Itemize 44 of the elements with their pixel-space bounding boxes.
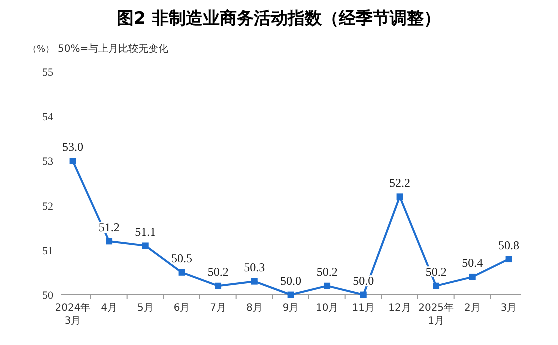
data-label: 50.4 [462, 256, 484, 270]
x-tick-label: 6月 [174, 303, 190, 314]
x-tick-label: 8月 [246, 303, 263, 314]
y-axis-title: （%） [28, 45, 55, 55]
x-tick-label: 2024年 3月 [55, 302, 91, 327]
x-tick-label: 7月 [210, 303, 227, 314]
y-tick-label: 51 [42, 245, 54, 258]
point [433, 282, 440, 290]
data-label: 50.8 [498, 238, 520, 252]
y-tick-label: 52 [42, 200, 54, 213]
point [251, 278, 258, 285]
point [396, 194, 404, 200]
data-label: 50.3 [244, 260, 266, 275]
chart-title: 图2 非制造业商务活动指数（经季节调整） [117, 9, 441, 29]
point [178, 270, 186, 276]
point [106, 238, 113, 245]
point [360, 292, 367, 298]
x-tick-label: 12月 [388, 303, 412, 314]
data-label: 50.5 [172, 252, 192, 266]
y-tick-label: 55 [42, 67, 54, 79]
point [70, 158, 76, 164]
y-tick-label: 50 [42, 290, 54, 302]
point [506, 256, 512, 263]
x-tick-label: 11月 [352, 303, 376, 314]
data-label: 52.2 [390, 176, 410, 190]
x-tick-label: 9月 [282, 303, 300, 314]
y-tick-label: 53 [42, 156, 54, 168]
data-label: 53.0 [62, 140, 84, 154]
x-tick-label: 2月 [464, 303, 481, 314]
point [324, 282, 331, 290]
point [215, 282, 222, 290]
x-tick-label: 5月 [137, 303, 154, 314]
point [469, 274, 476, 280]
data-label: 50.0 [280, 274, 302, 288]
x-tick-label: 3月 [500, 303, 518, 314]
point [142, 242, 149, 250]
y-tick-label: 54 [42, 112, 54, 124]
x-tick-label: 2025年 1月 [418, 302, 454, 327]
x-tick-label: 4月 [101, 303, 118, 314]
text: 50%=与上月比较无变化 [58, 43, 169, 55]
data-label: 51.1 [135, 224, 156, 239]
data-label: 50.2 [316, 265, 338, 280]
x-tick-label: 10月 [316, 303, 339, 314]
data-label: 50.2 [208, 265, 229, 280]
